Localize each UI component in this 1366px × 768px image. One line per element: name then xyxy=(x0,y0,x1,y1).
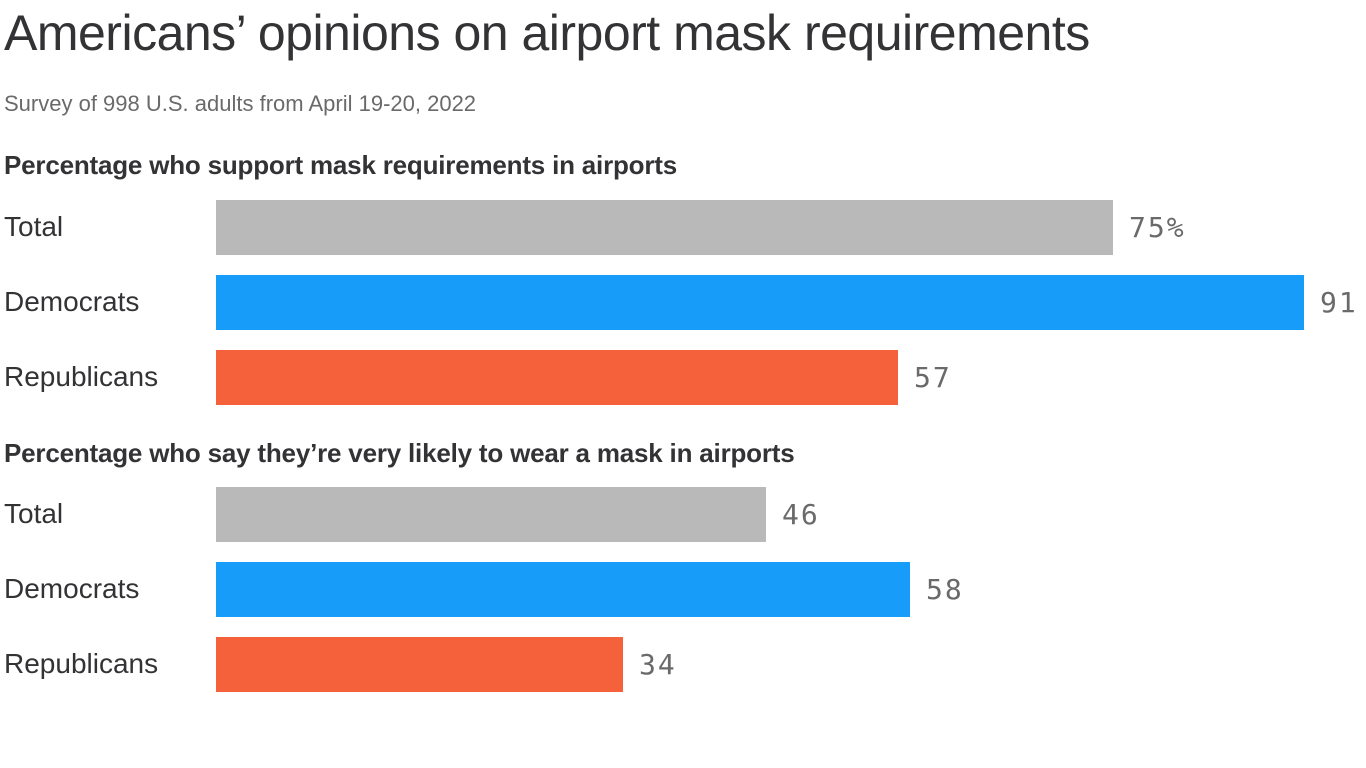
category-label-republicans: Republicans xyxy=(4,648,159,680)
bar-row: Total 75% xyxy=(4,199,1366,255)
bar-democrats xyxy=(216,561,910,617)
bar-track: 91 xyxy=(216,274,1358,330)
value-label: 46 xyxy=(782,497,820,531)
bar-track: 58 xyxy=(216,561,964,617)
value-label: 57 xyxy=(914,360,952,394)
value-label: 34 xyxy=(639,647,677,681)
chart-section-title: Percentage who say they’re very likely t… xyxy=(4,437,795,468)
bar-total xyxy=(216,486,766,542)
survey-subtitle: Survey of 998 U.S. adults from April 19-… xyxy=(4,91,477,116)
chart-section-support: Percentage who support mask requirements… xyxy=(4,150,1366,405)
bar-rows: Total 75% Democrats 91 Republicans 57 xyxy=(4,199,1366,405)
bar-track: 57 xyxy=(216,349,952,405)
category-label-republicans: Republicans xyxy=(4,361,159,393)
bar-track: 46 xyxy=(216,486,820,542)
bar-row: Democrats 58 xyxy=(4,561,1366,617)
category-label-total: Total xyxy=(4,211,64,243)
category-label-democrats: Democrats xyxy=(4,573,140,605)
bar-republicans xyxy=(216,349,898,405)
page-title: Americans’ opinions on airport mask requ… xyxy=(4,5,1090,61)
bar-democrats xyxy=(216,274,1304,330)
bar-rows: Total 46 Democrats 58 Republicans 34 xyxy=(4,486,1366,692)
chart-section-title: Percentage who support mask requirements… xyxy=(4,150,678,181)
bar-republicans xyxy=(216,636,623,692)
value-label: 58 xyxy=(926,572,964,606)
chart-section-likely-to-wear: Percentage who say they’re very likely t… xyxy=(4,438,1366,692)
bar-track: 34 xyxy=(216,636,677,692)
bar-row: Total 46 xyxy=(4,486,1366,542)
category-label-democrats: Democrats xyxy=(4,286,140,318)
bar-row: Republicans 57 xyxy=(4,349,1366,405)
bar-track: 75% xyxy=(216,199,1186,255)
value-label: 75% xyxy=(1129,210,1186,244)
category-label-total: Total xyxy=(4,498,64,530)
bar-row: Republicans 34 xyxy=(4,636,1366,692)
bar-row: Democrats 91 xyxy=(4,274,1366,330)
bar-total xyxy=(216,199,1113,255)
value-label: 91 xyxy=(1320,285,1358,319)
